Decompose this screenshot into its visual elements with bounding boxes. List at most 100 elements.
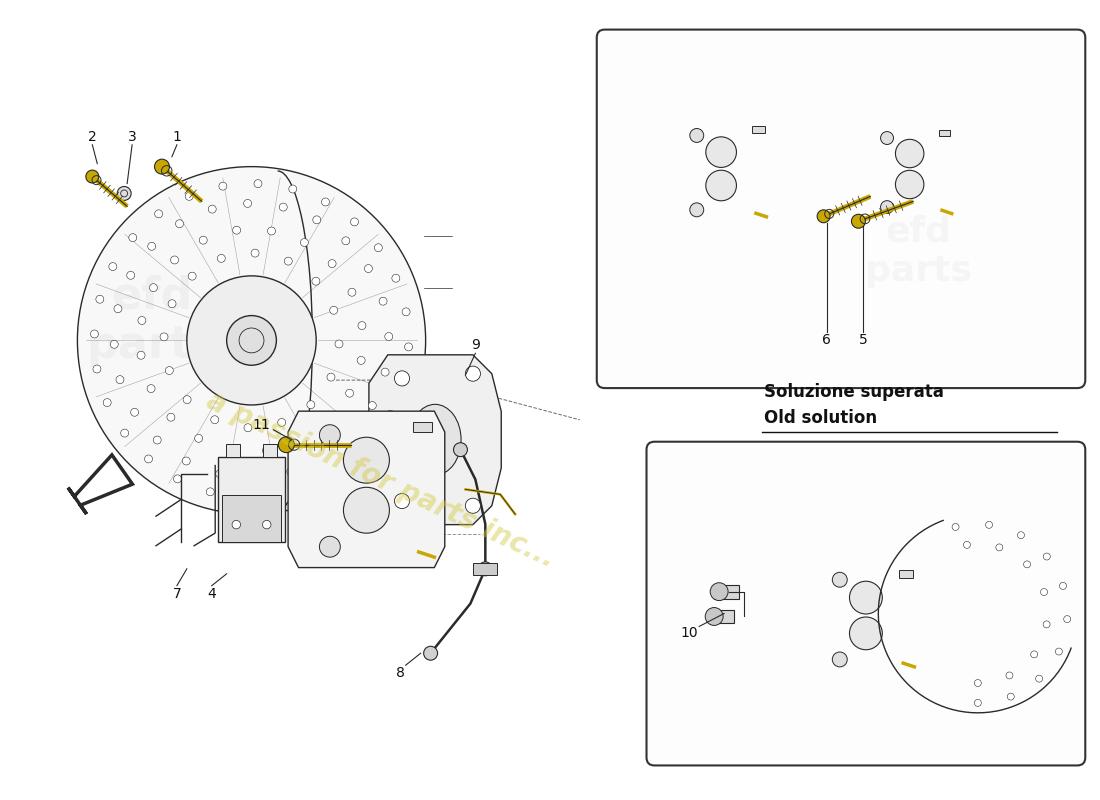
Circle shape: [77, 166, 426, 514]
Circle shape: [895, 139, 924, 168]
Circle shape: [241, 494, 249, 501]
Circle shape: [185, 192, 194, 200]
Circle shape: [881, 131, 893, 145]
Circle shape: [147, 242, 156, 250]
Circle shape: [706, 170, 737, 201]
Circle shape: [711, 582, 728, 601]
Circle shape: [243, 199, 252, 207]
Bar: [938, 130, 950, 136]
Circle shape: [150, 284, 157, 292]
Circle shape: [279, 203, 287, 211]
Circle shape: [167, 414, 175, 421]
Circle shape: [1059, 582, 1067, 590]
Circle shape: [138, 317, 146, 325]
Circle shape: [478, 562, 493, 576]
Circle shape: [254, 180, 262, 188]
Circle shape: [94, 365, 101, 373]
Bar: [414, 422, 432, 432]
Circle shape: [964, 542, 970, 548]
Circle shape: [345, 390, 353, 397]
Circle shape: [749, 126, 761, 137]
Circle shape: [405, 343, 412, 351]
Circle shape: [277, 418, 286, 426]
Circle shape: [1031, 651, 1037, 658]
Circle shape: [319, 425, 340, 446]
Circle shape: [174, 475, 182, 483]
Circle shape: [296, 437, 304, 445]
Bar: [710, 610, 734, 623]
Circle shape: [749, 226, 761, 238]
Circle shape: [126, 271, 134, 279]
Circle shape: [199, 236, 207, 244]
Circle shape: [374, 244, 383, 252]
Circle shape: [424, 646, 438, 660]
Text: 7: 7: [173, 586, 182, 601]
Circle shape: [118, 186, 131, 200]
Circle shape: [312, 216, 321, 224]
Circle shape: [399, 378, 407, 386]
Polygon shape: [810, 562, 922, 674]
Circle shape: [996, 544, 1003, 551]
Circle shape: [263, 446, 271, 454]
Polygon shape: [676, 117, 777, 246]
Circle shape: [705, 607, 723, 626]
Circle shape: [307, 401, 315, 409]
Circle shape: [358, 356, 365, 364]
Circle shape: [1024, 561, 1031, 568]
Circle shape: [131, 408, 139, 416]
Circle shape: [851, 214, 866, 228]
Circle shape: [348, 288, 356, 296]
Circle shape: [284, 257, 293, 265]
Circle shape: [330, 306, 338, 314]
Circle shape: [211, 416, 219, 424]
Circle shape: [155, 210, 163, 218]
Circle shape: [386, 410, 394, 418]
Circle shape: [358, 322, 366, 330]
Text: efd
parts: efd parts: [865, 214, 971, 288]
Circle shape: [216, 470, 223, 478]
Circle shape: [366, 439, 374, 447]
Circle shape: [287, 468, 295, 476]
Circle shape: [706, 137, 737, 167]
Circle shape: [403, 308, 410, 316]
Circle shape: [170, 256, 178, 264]
Circle shape: [690, 203, 704, 217]
Circle shape: [833, 572, 847, 587]
Circle shape: [385, 333, 393, 341]
Circle shape: [327, 373, 336, 381]
Circle shape: [138, 351, 145, 359]
Circle shape: [453, 442, 468, 457]
Bar: [714, 585, 739, 598]
Ellipse shape: [706, 154, 746, 208]
Circle shape: [144, 455, 153, 463]
Circle shape: [116, 376, 124, 384]
Circle shape: [695, 130, 707, 141]
Text: 5: 5: [859, 334, 868, 347]
Circle shape: [321, 198, 330, 206]
Circle shape: [153, 436, 162, 444]
Circle shape: [161, 333, 168, 341]
Text: 11: 11: [253, 418, 271, 432]
Polygon shape: [867, 119, 964, 244]
FancyBboxPatch shape: [597, 30, 1086, 388]
Circle shape: [1041, 589, 1047, 595]
Bar: [752, 126, 764, 134]
Text: 1: 1: [173, 130, 182, 144]
Circle shape: [1018, 532, 1024, 538]
Circle shape: [1035, 675, 1043, 682]
Circle shape: [319, 453, 328, 461]
Circle shape: [278, 437, 295, 453]
Circle shape: [188, 272, 196, 280]
Circle shape: [276, 490, 284, 498]
Circle shape: [975, 699, 981, 706]
Circle shape: [165, 366, 174, 374]
Polygon shape: [861, 123, 958, 220]
Circle shape: [86, 170, 99, 183]
Circle shape: [1043, 621, 1050, 628]
Circle shape: [1064, 616, 1070, 622]
Circle shape: [96, 295, 103, 303]
Circle shape: [289, 185, 297, 193]
Circle shape: [833, 652, 847, 667]
Circle shape: [975, 679, 981, 686]
Circle shape: [379, 298, 387, 305]
